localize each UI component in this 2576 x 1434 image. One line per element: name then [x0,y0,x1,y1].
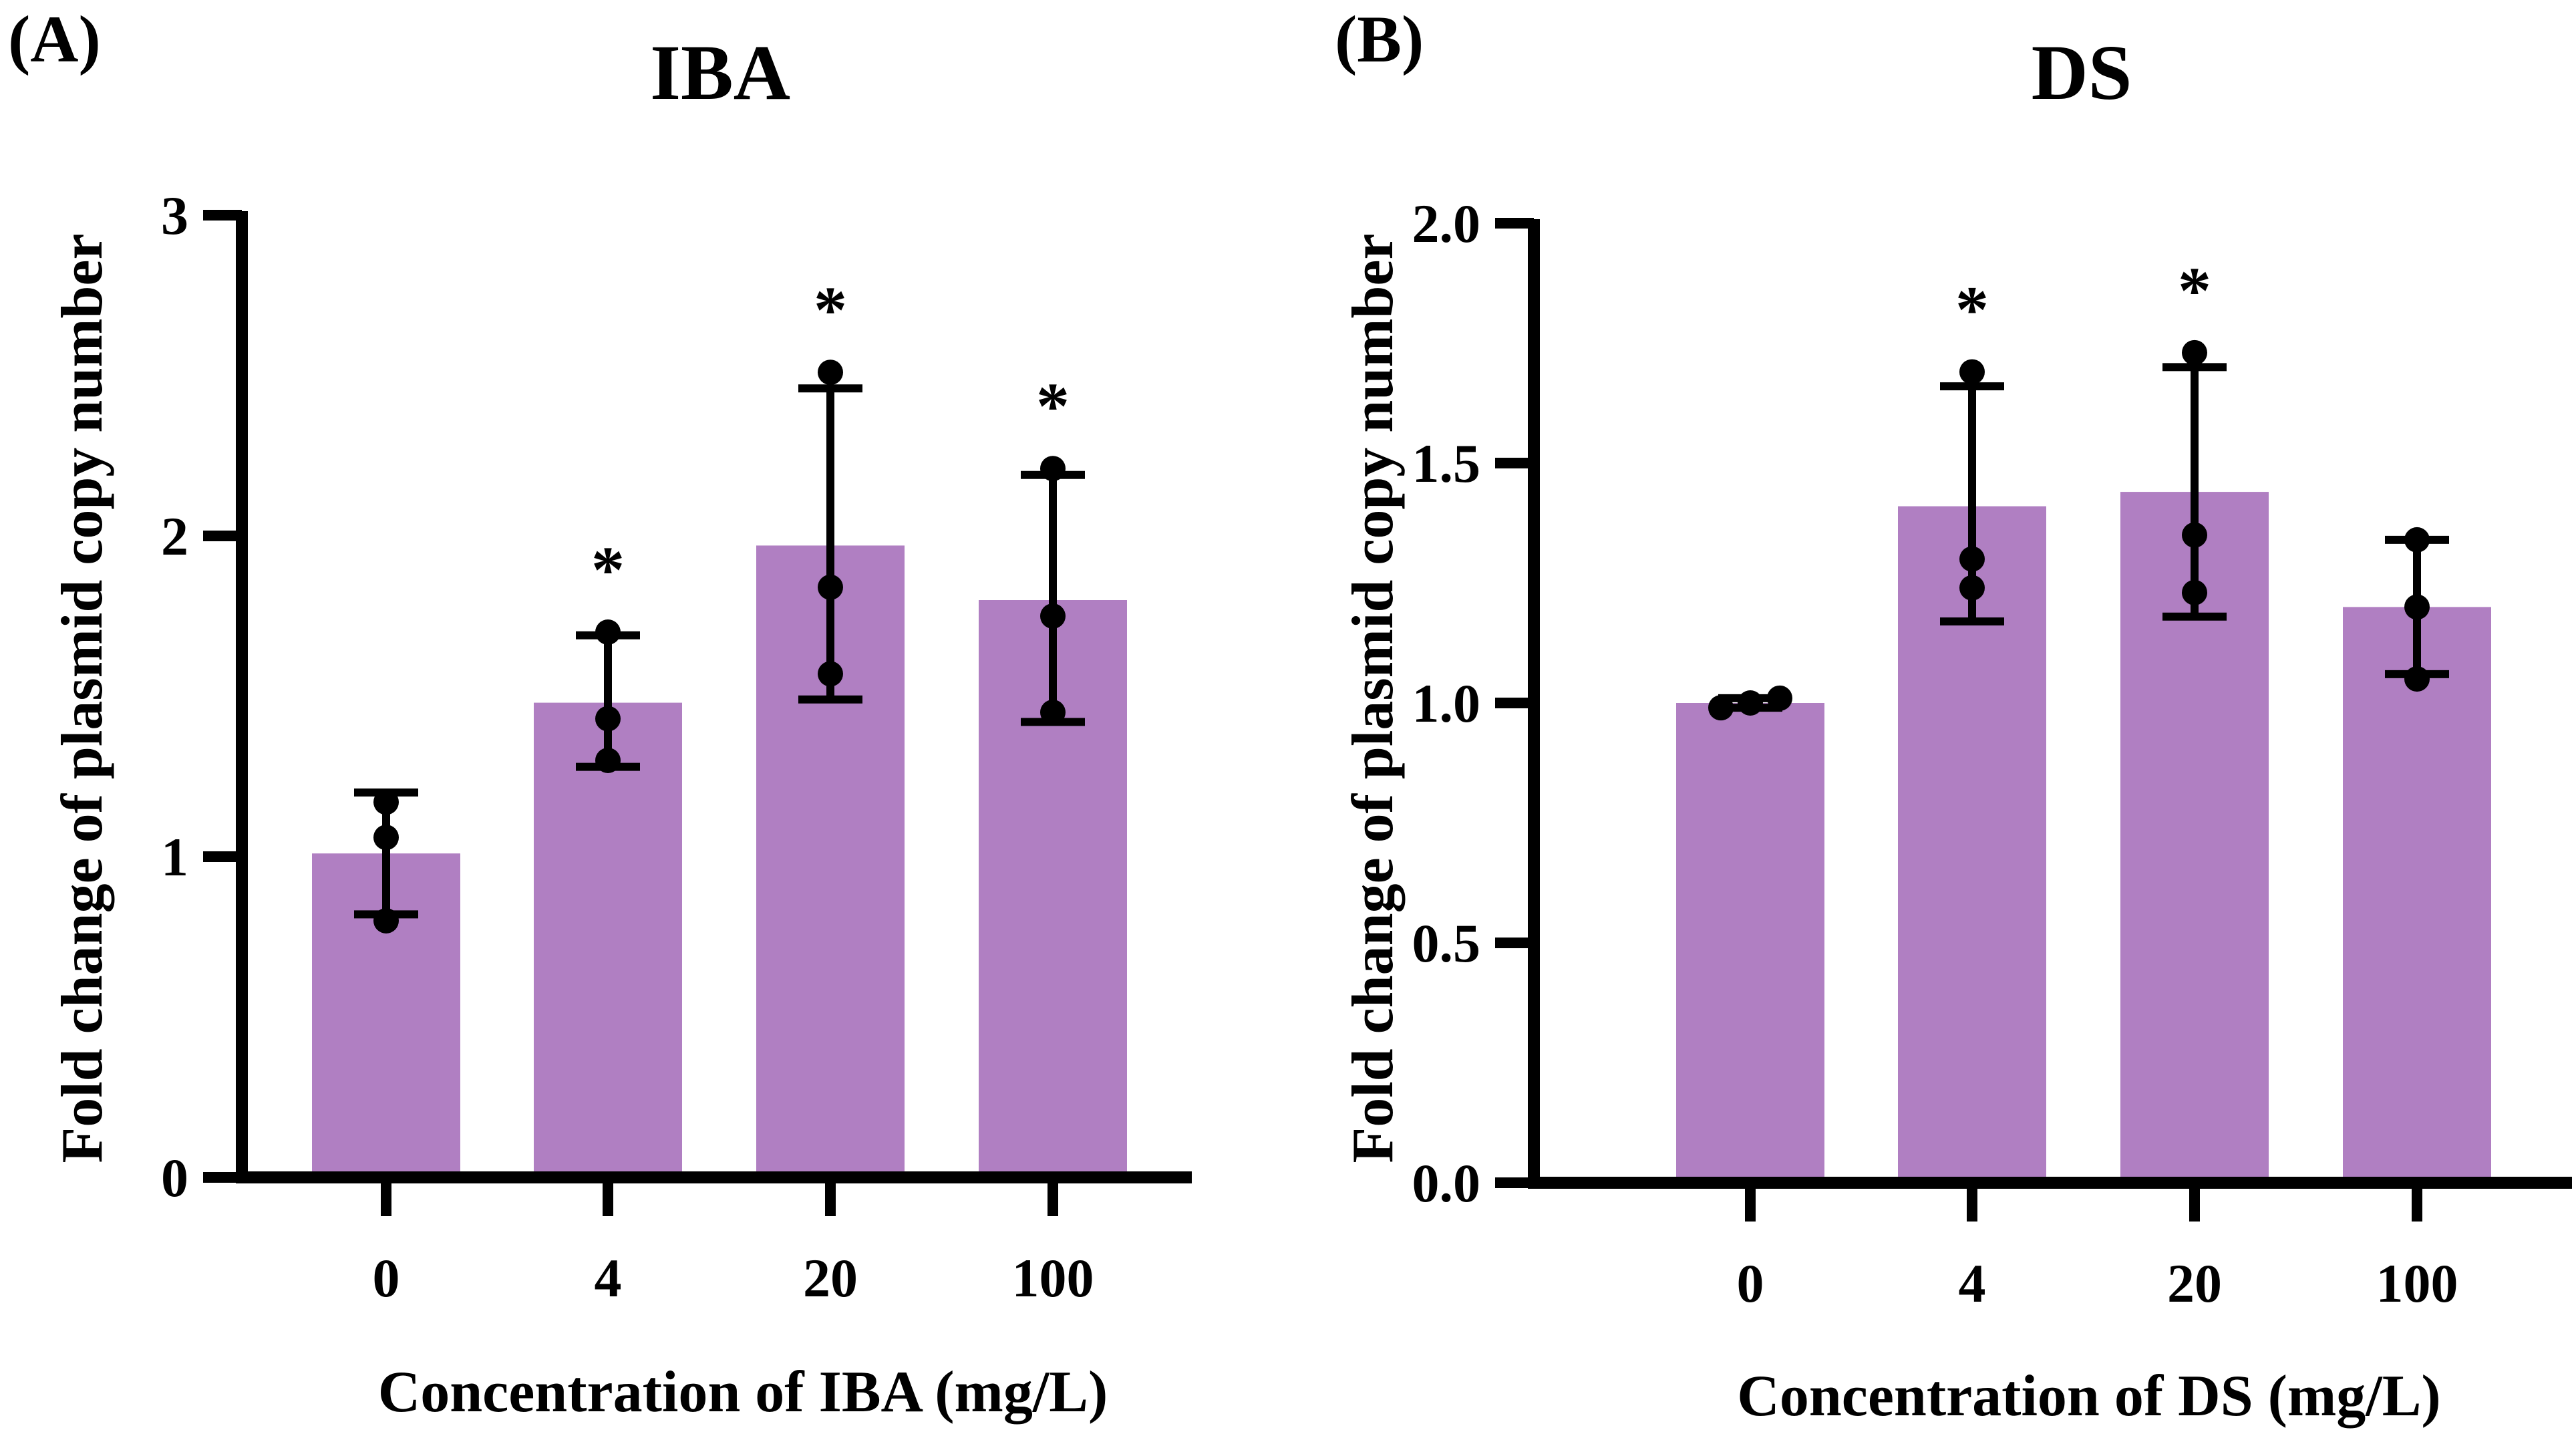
y-tick-label-iba-3: 3 [161,185,188,246]
data-point-iba-4-2 [595,706,621,732]
x-tick-label-iba-100: 100 [1012,1248,1094,1308]
data-point-ds-100-1 [2404,666,2430,692]
bar-iba-4 [534,702,682,1177]
data-point-ds-100-3 [2404,527,2430,553]
data-point-ds-4-3 [1959,359,1985,385]
x-tick-label-ds-0: 0 [1737,1253,1764,1314]
panel-label-a: (A) [8,2,101,76]
y-tick-label-ds-0.5: 0.5 [1412,913,1481,974]
data-point-iba-20-3 [818,360,843,386]
x-tick-label-iba-20: 20 [803,1248,858,1308]
data-point-iba-100-1 [1040,700,1066,725]
x-axis-label-ds: Concentration of DS (mg/L) [1737,1364,2440,1429]
plot-area-ds: 0.0 0.5 1.0 1.5 2.0 0 4 20 100 * * [1412,193,2572,1314]
y-axis-label-ds: Fold change of plasmid copy number [1341,233,1406,1163]
y-tick-label-ds-2.0: 2.0 [1412,193,1481,254]
data-point-iba-0-2 [373,825,399,851]
data-point-ds-20-3 [2182,339,2207,366]
data-point-iba-100-2 [1040,603,1066,629]
data-point-ds-100-2 [2404,594,2430,620]
data-point-iba-4-3 [595,619,621,645]
bar-ds-0 [1676,703,1824,1183]
significance-iba-100: * [1036,369,1070,443]
significance-ds-20: * [2178,253,2211,327]
chart-iba: (A) IBA Fold change of plasmid copy numb… [8,2,1192,1425]
data-point-iba-0-1 [373,908,399,934]
plot-area-iba: 0 1 2 3 0 4 20 100 * * * [161,185,1192,1308]
x-tick-label-ds-100: 100 [2376,1253,2458,1314]
significance-ds-4: * [1955,273,1989,347]
data-point-ds-20-1 [2182,579,2207,605]
chart-title-iba: IBA [650,29,790,116]
x-tick-label-ds-4: 4 [1959,1253,1986,1314]
data-point-ds-0-1 [1708,695,1734,721]
significance-iba-4: * [591,533,625,607]
y-tick-label-ds-1.5: 1.5 [1412,433,1481,494]
significance-iba-20: * [814,273,847,347]
y-axis-label-iba: Fold change of plasmid copy number [50,233,115,1163]
x-tick-label-ds-20: 20 [2167,1253,2222,1314]
data-point-ds-0-3 [1767,685,1792,711]
chart-title-ds: DS [2032,29,2132,116]
x-axis-label-iba: Concentration of IBA (mg/L) [378,1360,1108,1425]
data-point-ds-4-1 [1959,575,1985,601]
data-point-ds-20-2 [2182,522,2207,548]
x-tick-label-iba-4: 4 [595,1248,622,1308]
data-point-ds-0-2 [1738,690,1763,716]
chart-ds: (B) DS Fold change of plasmid copy numbe… [1335,2,2572,1429]
data-point-iba-20-2 [818,574,843,600]
data-point-iba-100-3 [1040,456,1066,482]
data-point-ds-4-2 [1959,546,1985,572]
bar-ds-100 [2343,607,2491,1183]
data-point-iba-20-1 [818,661,843,687]
x-tick-label-iba-0: 0 [373,1248,400,1308]
panel-label-b: (B) [1335,2,1424,76]
y-tick-label-iba-1: 1 [161,827,188,887]
y-tick-label-ds-1.0: 1.0 [1412,673,1481,734]
data-point-iba-4-1 [595,748,621,773]
y-tick-label-iba-2: 2 [161,506,188,567]
y-tick-label-iba-0: 0 [161,1147,188,1208]
y-tick-label-ds-0.0: 0.0 [1412,1153,1481,1213]
data-point-iba-0-3 [373,789,399,815]
